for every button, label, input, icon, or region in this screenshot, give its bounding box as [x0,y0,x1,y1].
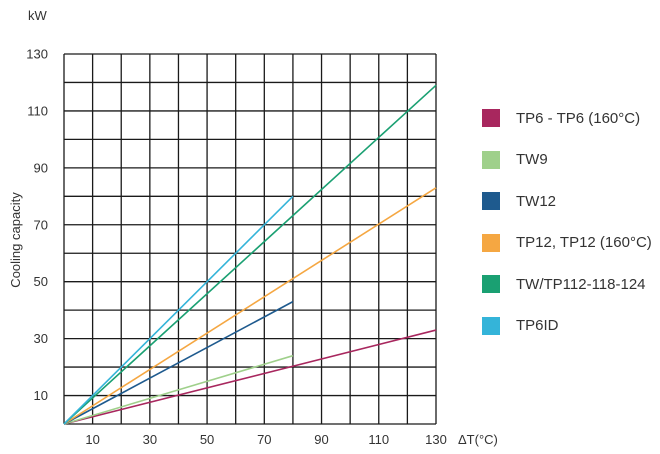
series-line-5 [63,84,437,425]
legend-item: TP6 - TP6 (160°C) [482,108,652,128]
series-line-6 [63,195,294,425]
y-tick-label: 130 [26,47,48,62]
x-tick-label: 70 [257,432,271,447]
y-axis-label: Cooling capacity [8,192,23,288]
x-tick-label: 30 [143,432,157,447]
legend-label: TP12, TP12 (160°C) [516,234,652,251]
legend-swatch [482,150,500,169]
y-tick-label: 90 [34,160,48,175]
legend-swatch [482,275,500,293]
y-axis-unit: kW [28,8,48,23]
x-tick-label: 50 [200,432,214,447]
y-tick-label: 110 [27,103,48,118]
legend-item: TW/TP112-118-124 [482,274,652,294]
legend-swatch [482,233,500,252]
chart-ticks: 10 30 50 70 90 110 130 10 30 50 70 90 110 130 [26,47,447,448]
legend-label: TW12 [516,192,557,210]
legend-swatch [482,109,500,127]
series-line-2 [63,354,294,425]
series-line-1 [63,329,437,425]
x-tick-label: 110 [368,432,389,447]
legend-label: TP6ID [516,317,559,334]
legend-label: TW/TP112-118-124 [516,275,646,293]
legend-item: TW12 [482,191,652,211]
legend-item: TP12, TP12 (160°C) [482,233,652,253]
legend-swatch [482,316,500,335]
y-tick-label: 50 [34,274,48,289]
legend-label: TW9 [516,151,548,168]
y-tick-label: 30 [34,331,48,346]
chart-legend: TP6 - TP6 (160°C) TW9 TW12 TP12, TP12 (160°… [482,108,652,357]
y-tick-label: 70 [34,217,48,232]
x-tick-label: 130 [425,432,447,447]
chart-grid [63,53,437,425]
x-axis-label: ΔT(°C) [458,432,498,447]
legend-item: TP6ID [482,316,652,336]
chart-series [63,84,437,425]
x-tick-label: 10 [85,432,99,447]
x-tick-label: 90 [314,432,328,447]
legend-item: TW9 [482,150,652,170]
series-line-4 [63,187,437,425]
y-tick-label: 10 [34,388,48,403]
series-line-3 [63,300,294,425]
legend-swatch [482,192,500,210]
legend-label: TP6 - TP6 (160°C) [516,109,641,127]
